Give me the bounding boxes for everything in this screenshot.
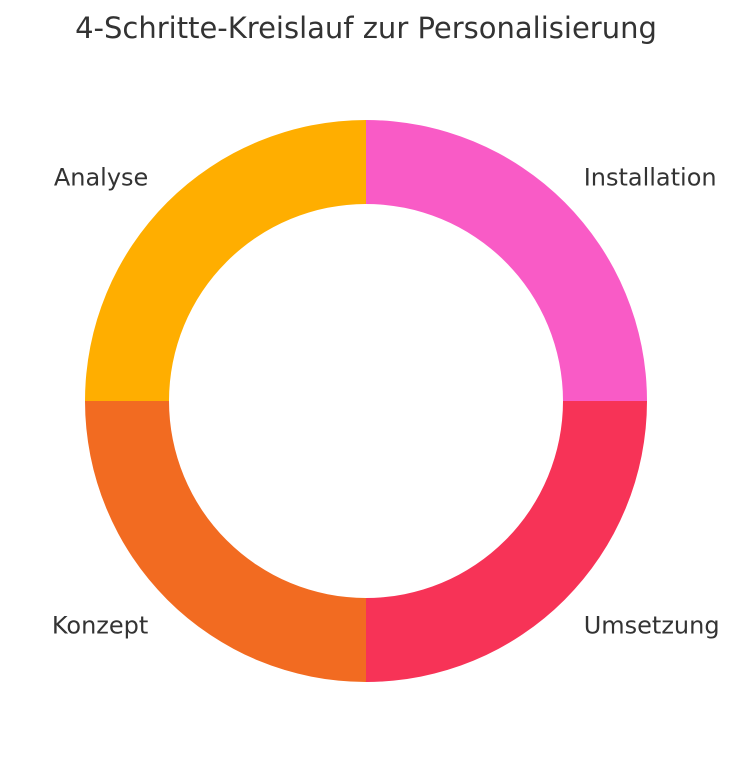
slice-umsetzung bbox=[366, 401, 647, 682]
slice-analyse bbox=[85, 120, 366, 401]
slice-label-analyse: Analyse bbox=[54, 163, 148, 191]
slice-installation bbox=[366, 120, 647, 401]
slice-label-konzept: Konzept bbox=[52, 612, 148, 640]
slice-label-installation: Installation bbox=[584, 163, 717, 191]
slices-group bbox=[85, 120, 647, 682]
slice-label-umsetzung: Umsetzung bbox=[584, 612, 720, 640]
chart-title: 4-Schritte-Kreislauf zur Personalisierun… bbox=[75, 11, 657, 45]
labels-group: Installation Analyse Konzept Umsetzung bbox=[52, 163, 720, 639]
slice-konzept bbox=[85, 401, 366, 682]
